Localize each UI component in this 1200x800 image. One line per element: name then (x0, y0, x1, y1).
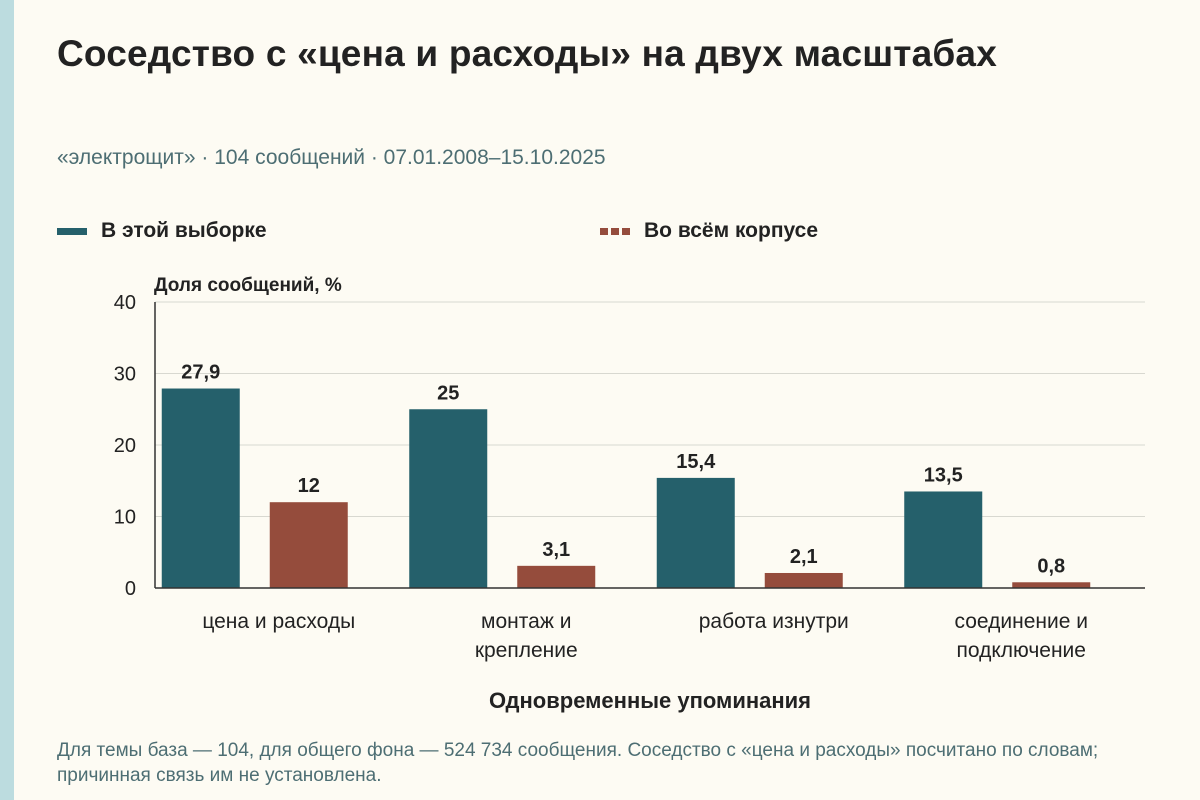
bar-corpus (517, 565, 596, 588)
legend-label-sample: В этой выборке (101, 219, 267, 242)
bar-chart: 0 10 20 30 40 Доля сообщений, % 27,9 25 15,4 13,5… (114, 275, 1145, 713)
bar-corpus (1012, 582, 1091, 588)
bar-sample (161, 388, 240, 588)
bar-corpus (764, 572, 843, 588)
accent-strip (0, 0, 14, 800)
y-tick-label: 10 (114, 507, 136, 529)
x-tick-label: подключение (957, 639, 1086, 662)
data-label: 2,1 (790, 546, 818, 568)
legend-item-sample: В этой выборке (57, 219, 267, 243)
x-axis-label: Одновременные упоминания (489, 688, 811, 713)
x-tick-label: крепление (475, 639, 578, 662)
legend-label-corpus: Во всём корпусе (644, 219, 819, 242)
x-tick-label: работа изнутри (699, 610, 849, 633)
legend-item-corpus: Во всём корпусе (600, 219, 818, 243)
data-label: 15,4 (676, 451, 716, 473)
y-tick-label: 0 (125, 578, 136, 600)
y-tick-label: 40 (114, 292, 136, 314)
chart-title: Соседство с «цена и расходы» на двух мас… (57, 33, 997, 74)
y-tick-label: 20 (114, 435, 136, 457)
x-tick-label: соединение и (955, 610, 1088, 633)
data-label: 0,8 (1037, 555, 1065, 577)
chart-subtitle: «электрощит» · 104 сообщений · 07.01.200… (57, 146, 606, 169)
legend-swatch-sample (57, 227, 87, 235)
x-tick-label: монтаж и (481, 610, 571, 633)
x-tick-label: цена и расходы (202, 610, 355, 633)
data-label: 25 (437, 382, 459, 404)
data-label: 12 (298, 475, 320, 497)
bar-corpus (269, 502, 348, 588)
footnote: Для темы база — 104, для общего фона — 5… (57, 740, 1099, 786)
bar-sample (656, 477, 735, 588)
legend-swatch-corpus (600, 227, 630, 235)
data-label: 3,1 (542, 539, 570, 561)
y-tick-label: 30 (114, 364, 136, 386)
bar-sample (904, 491, 983, 588)
y-axis-label: Доля сообщений, % (154, 275, 342, 296)
bar-sample (409, 409, 488, 588)
data-label: 27,9 (181, 362, 220, 384)
data-label: 13,5 (924, 464, 963, 486)
